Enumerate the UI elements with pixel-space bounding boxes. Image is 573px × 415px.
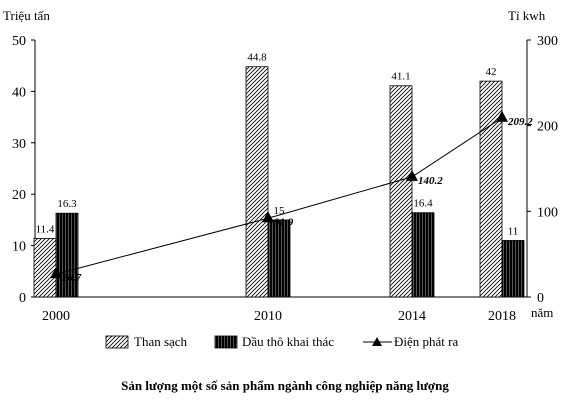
x-axis-unit: năm bbox=[531, 305, 553, 320]
left-tick-label: 20 bbox=[12, 188, 26, 203]
x-axis-labels: 2000 2010 2014 2018 bbox=[42, 309, 516, 324]
line-marker-dien bbox=[262, 211, 274, 223]
right-tick-label: 0 bbox=[537, 291, 544, 306]
bar-dau-tho bbox=[411, 212, 435, 298]
legend-label-dien: Điện phát ra bbox=[394, 334, 458, 349]
x-tick-label: 2010 bbox=[254, 309, 282, 324]
line-marker-dien bbox=[406, 169, 418, 181]
line-marker-dien bbox=[50, 267, 62, 279]
right-tick-label: 100 bbox=[537, 205, 558, 220]
bars: 11.4 16.3 44.8 15 41.1 16.4 42 11 bbox=[33, 52, 525, 298]
bar-dau-tho bbox=[501, 240, 525, 298]
bar-label-than-sach: 41.1 bbox=[391, 71, 410, 83]
bar-label-dau-tho: 16.4 bbox=[413, 198, 433, 210]
left-tick-label: 0 bbox=[19, 291, 26, 306]
left-tick-label: 50 bbox=[12, 34, 26, 49]
bar-than-sach bbox=[245, 66, 269, 298]
line-dien-phat-ra bbox=[55, 117, 503, 275]
line-label-dien: 140.2 bbox=[418, 175, 443, 187]
legend: Than sạch Dầu thô khai thác Điện phát ra bbox=[105, 334, 458, 349]
bar-label-dau-tho: 11 bbox=[508, 225, 519, 237]
right-tick-label: 200 bbox=[537, 120, 558, 135]
legend-swatch-dau-tho bbox=[214, 335, 238, 349]
x-tick-label: 2014 bbox=[398, 309, 426, 324]
left-tick-label: 30 bbox=[12, 137, 26, 152]
left-tick-label: 10 bbox=[12, 240, 26, 255]
right-axis-unit: Tỉ kwh bbox=[508, 8, 546, 23]
line-series: 26.7 91.9 140.2 209.2 bbox=[50, 110, 533, 284]
bar-dau-tho bbox=[55, 212, 79, 298]
bar-label-dau-tho: 15 bbox=[274, 205, 286, 217]
line-label-dien: 91.9 bbox=[274, 216, 294, 228]
legend-marker-dien bbox=[372, 337, 382, 346]
bar-label-than-sach: 42 bbox=[486, 66, 497, 78]
bar-than-sach bbox=[389, 85, 413, 298]
bar-label-dau-tho: 16.3 bbox=[57, 198, 77, 210]
line-label-dien: 209.2 bbox=[507, 116, 533, 128]
x-tick-label: 2018 bbox=[488, 309, 516, 324]
right-tick-label: 300 bbox=[537, 34, 558, 49]
line-marker-dien bbox=[496, 110, 508, 122]
bar-than-sach bbox=[33, 238, 57, 298]
legend-swatch-than-sach bbox=[105, 335, 129, 349]
chart-title: Sản lượng một số sản phẩm ngành công ngh… bbox=[121, 378, 449, 393]
bar-label-than-sach: 11.4 bbox=[36, 223, 55, 235]
x-tick-label: 2000 bbox=[42, 309, 70, 324]
bar-label-than-sach: 44.8 bbox=[247, 52, 267, 64]
left-tick-label: 40 bbox=[12, 85, 26, 100]
left-axis-ticks: 0 10 20 30 40 50 bbox=[12, 34, 35, 306]
right-axis-ticks: 0 100 200 300 bbox=[527, 34, 558, 306]
bar-than-sach bbox=[479, 80, 503, 298]
legend-label-dau-tho: Dầu thô khai thác bbox=[242, 334, 334, 349]
line-label-dien: 26.7 bbox=[61, 272, 82, 284]
legend-label-than-sach: Than sạch bbox=[134, 334, 188, 349]
bar-dau-tho bbox=[267, 219, 291, 298]
left-axis-unit: Triệu tấn bbox=[3, 8, 50, 23]
